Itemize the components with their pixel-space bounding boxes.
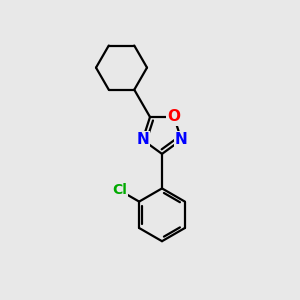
Text: Cl: Cl xyxy=(112,183,127,197)
Text: N: N xyxy=(175,132,188,147)
Text: O: O xyxy=(167,110,181,124)
Text: N: N xyxy=(136,132,149,147)
